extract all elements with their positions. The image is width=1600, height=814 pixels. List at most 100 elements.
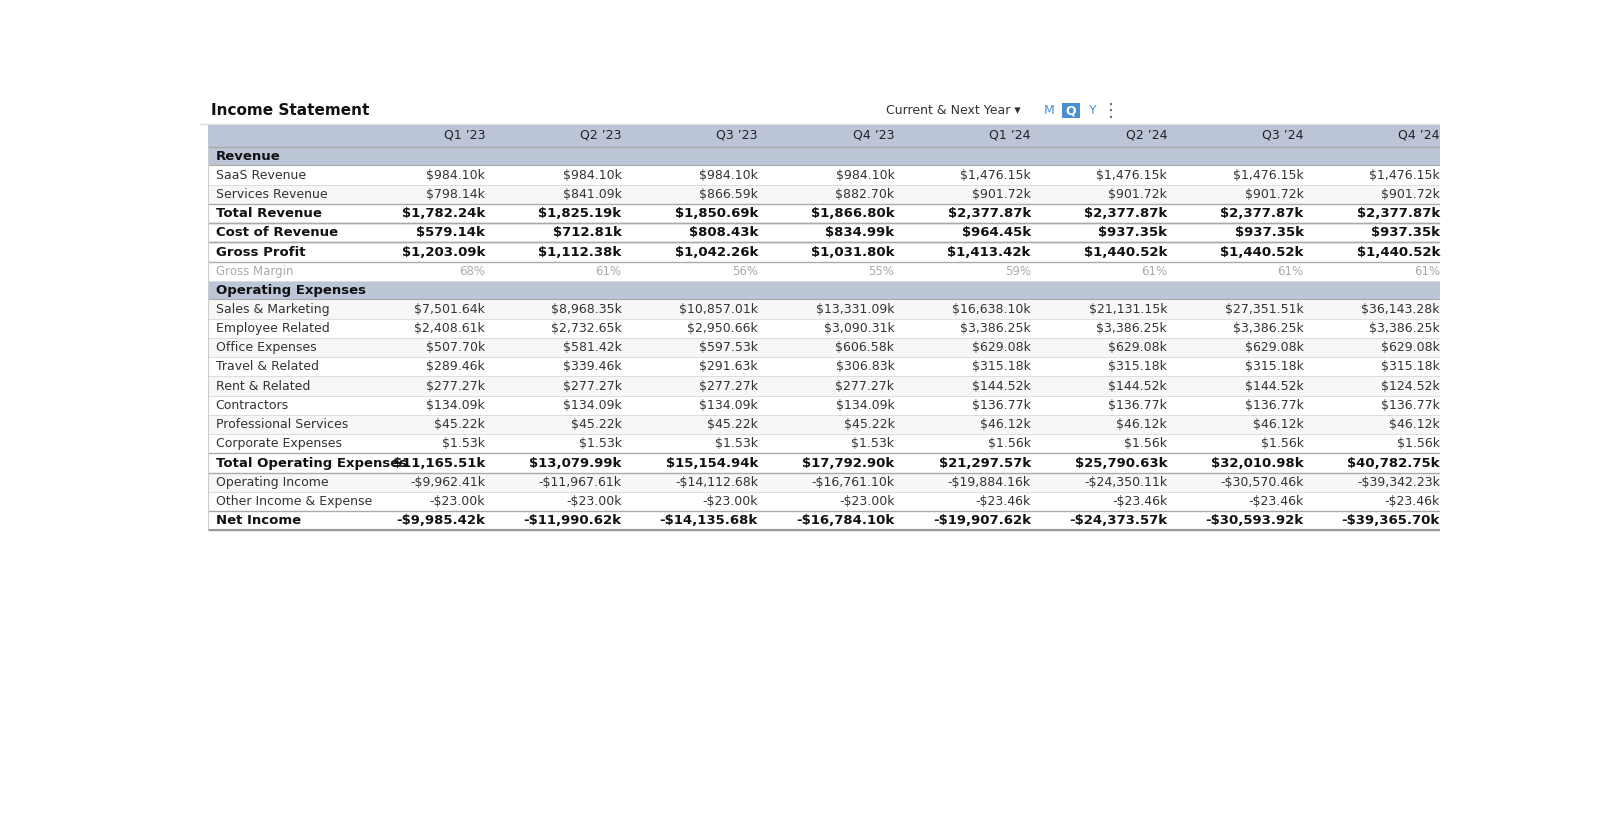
Text: $134.09k: $134.09k — [699, 399, 758, 412]
Text: $45.22k: $45.22k — [843, 418, 894, 431]
Text: -$23.00k: -$23.00k — [430, 495, 485, 508]
Text: $629.08k: $629.08k — [1109, 341, 1168, 354]
Text: Y: Y — [1090, 104, 1096, 117]
Text: 55%: 55% — [869, 265, 894, 278]
Text: Q: Q — [1066, 104, 1077, 117]
Bar — [208, 223, 1446, 243]
Text: $134.09k: $134.09k — [427, 399, 485, 412]
Text: $134.09k: $134.09k — [563, 399, 621, 412]
Text: $136.77k: $136.77k — [1109, 399, 1168, 412]
Bar — [208, 357, 1446, 376]
Text: -$23.46k: -$23.46k — [1248, 495, 1304, 508]
Bar — [208, 124, 1446, 147]
Text: Current & Next Year ▾: Current & Next Year ▾ — [886, 104, 1021, 117]
Text: $629.08k: $629.08k — [1381, 341, 1440, 354]
Bar — [208, 376, 1446, 396]
Text: $1,031.80k: $1,031.80k — [811, 246, 894, 259]
Text: Revenue: Revenue — [216, 150, 280, 163]
Text: -$24,350.11k: -$24,350.11k — [1085, 476, 1168, 488]
Text: $1,112.38k: $1,112.38k — [538, 246, 621, 259]
Text: $1,782.24k: $1,782.24k — [402, 207, 485, 220]
Text: $1.56k: $1.56k — [1125, 437, 1168, 450]
Text: $36,143.28k: $36,143.28k — [1362, 303, 1440, 316]
Bar — [208, 300, 1446, 318]
Bar — [208, 185, 1446, 204]
Bar — [208, 204, 1446, 223]
Text: $32,010.98k: $32,010.98k — [1211, 457, 1304, 470]
Text: $834.99k: $834.99k — [826, 226, 894, 239]
Text: Cost of Revenue: Cost of Revenue — [216, 226, 338, 239]
Text: $882.70k: $882.70k — [835, 188, 894, 201]
Text: $1,440.52k: $1,440.52k — [1221, 246, 1304, 259]
Text: $1.56k: $1.56k — [987, 437, 1030, 450]
Text: $21,297.57k: $21,297.57k — [939, 457, 1030, 470]
Text: $2,377.87k: $2,377.87k — [947, 207, 1030, 220]
Text: $1.56k: $1.56k — [1261, 437, 1304, 450]
Text: $136.77k: $136.77k — [971, 399, 1030, 412]
Text: Q2 ’23: Q2 ’23 — [581, 129, 621, 142]
Text: -$23.46k: -$23.46k — [976, 495, 1030, 508]
Text: $46.12k: $46.12k — [1253, 418, 1304, 431]
Text: $339.46k: $339.46k — [563, 361, 621, 374]
Text: $1,825.19k: $1,825.19k — [539, 207, 621, 220]
Text: $46.12k: $46.12k — [981, 418, 1030, 431]
Text: 61%: 61% — [1277, 265, 1304, 278]
Text: $277.27k: $277.27k — [563, 379, 621, 392]
Bar — [208, 147, 1446, 165]
Bar — [208, 338, 1446, 357]
Text: $1,476.15k: $1,476.15k — [960, 168, 1030, 182]
Text: 61%: 61% — [595, 265, 621, 278]
Text: $136.77k: $136.77k — [1381, 399, 1440, 412]
Bar — [208, 396, 1446, 415]
Text: $901.72k: $901.72k — [1245, 188, 1304, 201]
Bar — [208, 473, 1446, 492]
Text: $13,079.99k: $13,079.99k — [530, 457, 621, 470]
Text: Other Income & Expense: Other Income & Expense — [216, 495, 371, 508]
Text: $17,792.90k: $17,792.90k — [802, 457, 894, 470]
Text: $581.42k: $581.42k — [563, 341, 621, 354]
Text: $1,476.15k: $1,476.15k — [1370, 168, 1440, 182]
Text: $507.70k: $507.70k — [426, 341, 485, 354]
Text: $27,351.51k: $27,351.51k — [1226, 303, 1304, 316]
Text: $11,165.51k: $11,165.51k — [394, 457, 485, 470]
Bar — [1062, 103, 1080, 119]
Bar — [208, 492, 1446, 511]
Text: $10,857.01k: $10,857.01k — [678, 303, 758, 316]
Text: $2,732.65k: $2,732.65k — [550, 322, 621, 335]
Text: Operating Income: Operating Income — [216, 476, 328, 488]
Text: -$23.46k: -$23.46k — [1112, 495, 1168, 508]
Text: $315.18k: $315.18k — [1109, 361, 1168, 374]
Text: Q1 ’23: Q1 ’23 — [443, 129, 485, 142]
Text: $306.83k: $306.83k — [835, 361, 894, 374]
Text: $3,386.25k: $3,386.25k — [1096, 322, 1168, 335]
Text: -$9,962.41k: -$9,962.41k — [410, 476, 485, 488]
Text: 61%: 61% — [1414, 265, 1440, 278]
Text: $45.22k: $45.22k — [571, 418, 621, 431]
Text: $315.18k: $315.18k — [971, 361, 1030, 374]
Text: $937.35k: $937.35k — [1235, 226, 1304, 239]
Text: $289.46k: $289.46k — [427, 361, 485, 374]
Text: $798.14k: $798.14k — [426, 188, 485, 201]
Text: Office Expenses: Office Expenses — [216, 341, 317, 354]
Text: Income Statement: Income Statement — [211, 103, 370, 118]
Text: $1,850.69k: $1,850.69k — [675, 207, 758, 220]
Text: $277.27k: $277.27k — [426, 379, 485, 392]
Text: $1,476.15k: $1,476.15k — [1234, 168, 1304, 182]
Text: 56%: 56% — [733, 265, 758, 278]
Text: $21,131.15k: $21,131.15k — [1088, 303, 1168, 316]
Text: $964.45k: $964.45k — [962, 226, 1030, 239]
Text: $7,501.64k: $7,501.64k — [414, 303, 485, 316]
Text: $136.77k: $136.77k — [1245, 399, 1304, 412]
Text: $1,413.42k: $1,413.42k — [947, 246, 1030, 259]
Text: -$30,570.46k: -$30,570.46k — [1221, 476, 1304, 488]
Text: $2,408.61k: $2,408.61k — [414, 322, 485, 335]
Text: $46.12k: $46.12k — [1389, 418, 1440, 431]
Text: $937.35k: $937.35k — [1098, 226, 1168, 239]
Text: Total Operating Expenses: Total Operating Expenses — [216, 457, 406, 470]
Text: Services Revenue: Services Revenue — [216, 188, 326, 201]
Text: $712.81k: $712.81k — [552, 226, 621, 239]
Text: $315.18k: $315.18k — [1245, 361, 1304, 374]
Text: $277.27k: $277.27k — [699, 379, 758, 392]
Text: $629.08k: $629.08k — [1245, 341, 1304, 354]
Text: Rent & Related: Rent & Related — [216, 379, 310, 392]
